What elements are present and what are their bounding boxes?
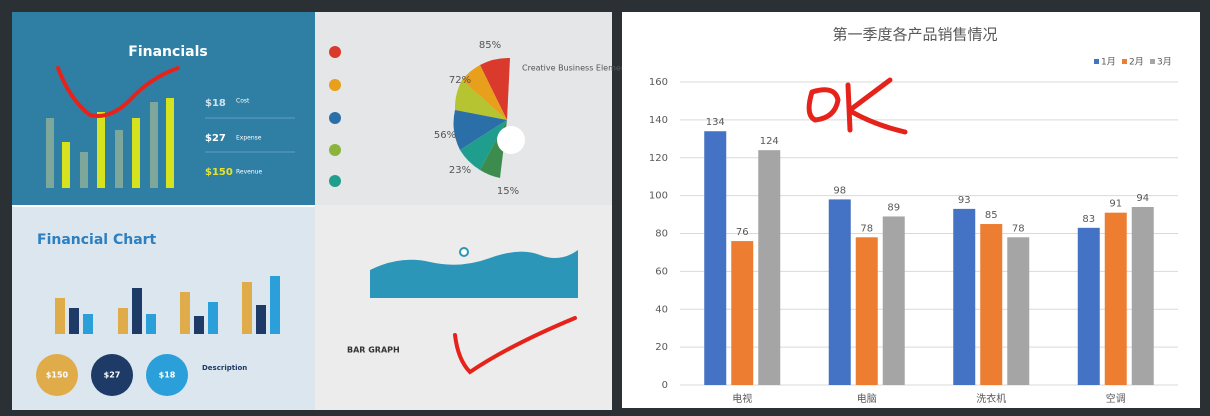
x-tick-label: 电脑	[857, 392, 877, 405]
divider	[12, 205, 315, 207]
slide-decor	[36, 46, 578, 396]
y-tick-label: 120	[649, 153, 668, 164]
y-tick-label: 140	[649, 115, 668, 126]
data-label: 94	[1136, 193, 1149, 204]
percent: 72%	[449, 75, 471, 86]
bar	[855, 237, 878, 385]
bar	[704, 131, 727, 385]
data-label: 76	[736, 227, 749, 238]
amount-label: Revenue	[236, 169, 262, 176]
handwriting	[56, 66, 180, 118]
data-label: 124	[760, 136, 779, 147]
bar	[828, 199, 851, 385]
data-label: 78	[860, 223, 873, 234]
y-tick-label: 100	[649, 191, 668, 202]
y-tick-label: 60	[655, 266, 668, 277]
slide-title: Financials	[128, 44, 207, 60]
bar	[1077, 227, 1100, 385]
legend-swatch	[1094, 59, 1099, 64]
bar	[1104, 212, 1127, 385]
data-label: 78	[1012, 223, 1025, 234]
amount-label: Expense	[236, 135, 262, 142]
bar	[731, 241, 754, 385]
percent: 85%	[479, 40, 501, 51]
legend-swatch	[1122, 59, 1127, 64]
x-tick-label: 电视	[732, 392, 752, 405]
bar	[758, 150, 781, 385]
percent: 56%	[434, 130, 456, 141]
slide-bar-graph	[315, 205, 612, 410]
x-tick-label: 空调	[1106, 392, 1126, 405]
legend-label: 2月	[1129, 57, 1144, 68]
amount: $18	[205, 98, 226, 109]
y-tick-label: 0	[662, 380, 668, 391]
percent: 23%	[449, 165, 471, 176]
bar	[1007, 237, 1030, 385]
amount: $27	[205, 133, 226, 144]
legend-swatch	[1150, 59, 1155, 64]
amount: $150	[205, 167, 233, 178]
legend-label: 1月	[1101, 57, 1116, 68]
data-label: 89	[887, 202, 900, 213]
chart: 第一季度各产品销售情况 0 20 40 60 80 100 120 140 160 电视 134 76…	[649, 26, 1178, 405]
data-label: 93	[958, 195, 971, 206]
data-label: 134	[706, 117, 725, 128]
y-tick-label: 40	[655, 304, 668, 315]
percent: 15%	[497, 186, 519, 197]
y-tick-label: 80	[655, 229, 668, 240]
handwriting	[806, 77, 908, 135]
description: Description	[202, 364, 247, 372]
data-label: 85	[985, 210, 998, 221]
amount-label: Cost	[236, 98, 250, 105]
circle-label: $150	[46, 371, 69, 380]
handwriting	[453, 316, 577, 375]
slide-title: Financial Chart	[37, 232, 157, 248]
slide-title: BAR GRAPH	[347, 346, 400, 355]
circle-label: $27	[104, 371, 121, 380]
x-tick-label: 洗衣机	[976, 392, 1006, 405]
slide-title: Creative Business Elements	[522, 64, 633, 73]
slide-financials	[12, 12, 315, 205]
bar	[953, 208, 976, 385]
data-label: 98	[833, 185, 846, 196]
chart-title: 第一季度各产品销售情况	[832, 26, 997, 44]
data-label: 91	[1109, 199, 1122, 210]
y-tick-label: 20	[655, 342, 668, 353]
data-label: 83	[1082, 214, 1095, 225]
bar	[882, 216, 905, 385]
legend-label: 3月	[1157, 57, 1172, 68]
y-tick-label: 160	[649, 77, 668, 88]
bar	[1131, 206, 1154, 385]
bar	[980, 224, 1003, 385]
circle-label: $18	[159, 371, 176, 380]
